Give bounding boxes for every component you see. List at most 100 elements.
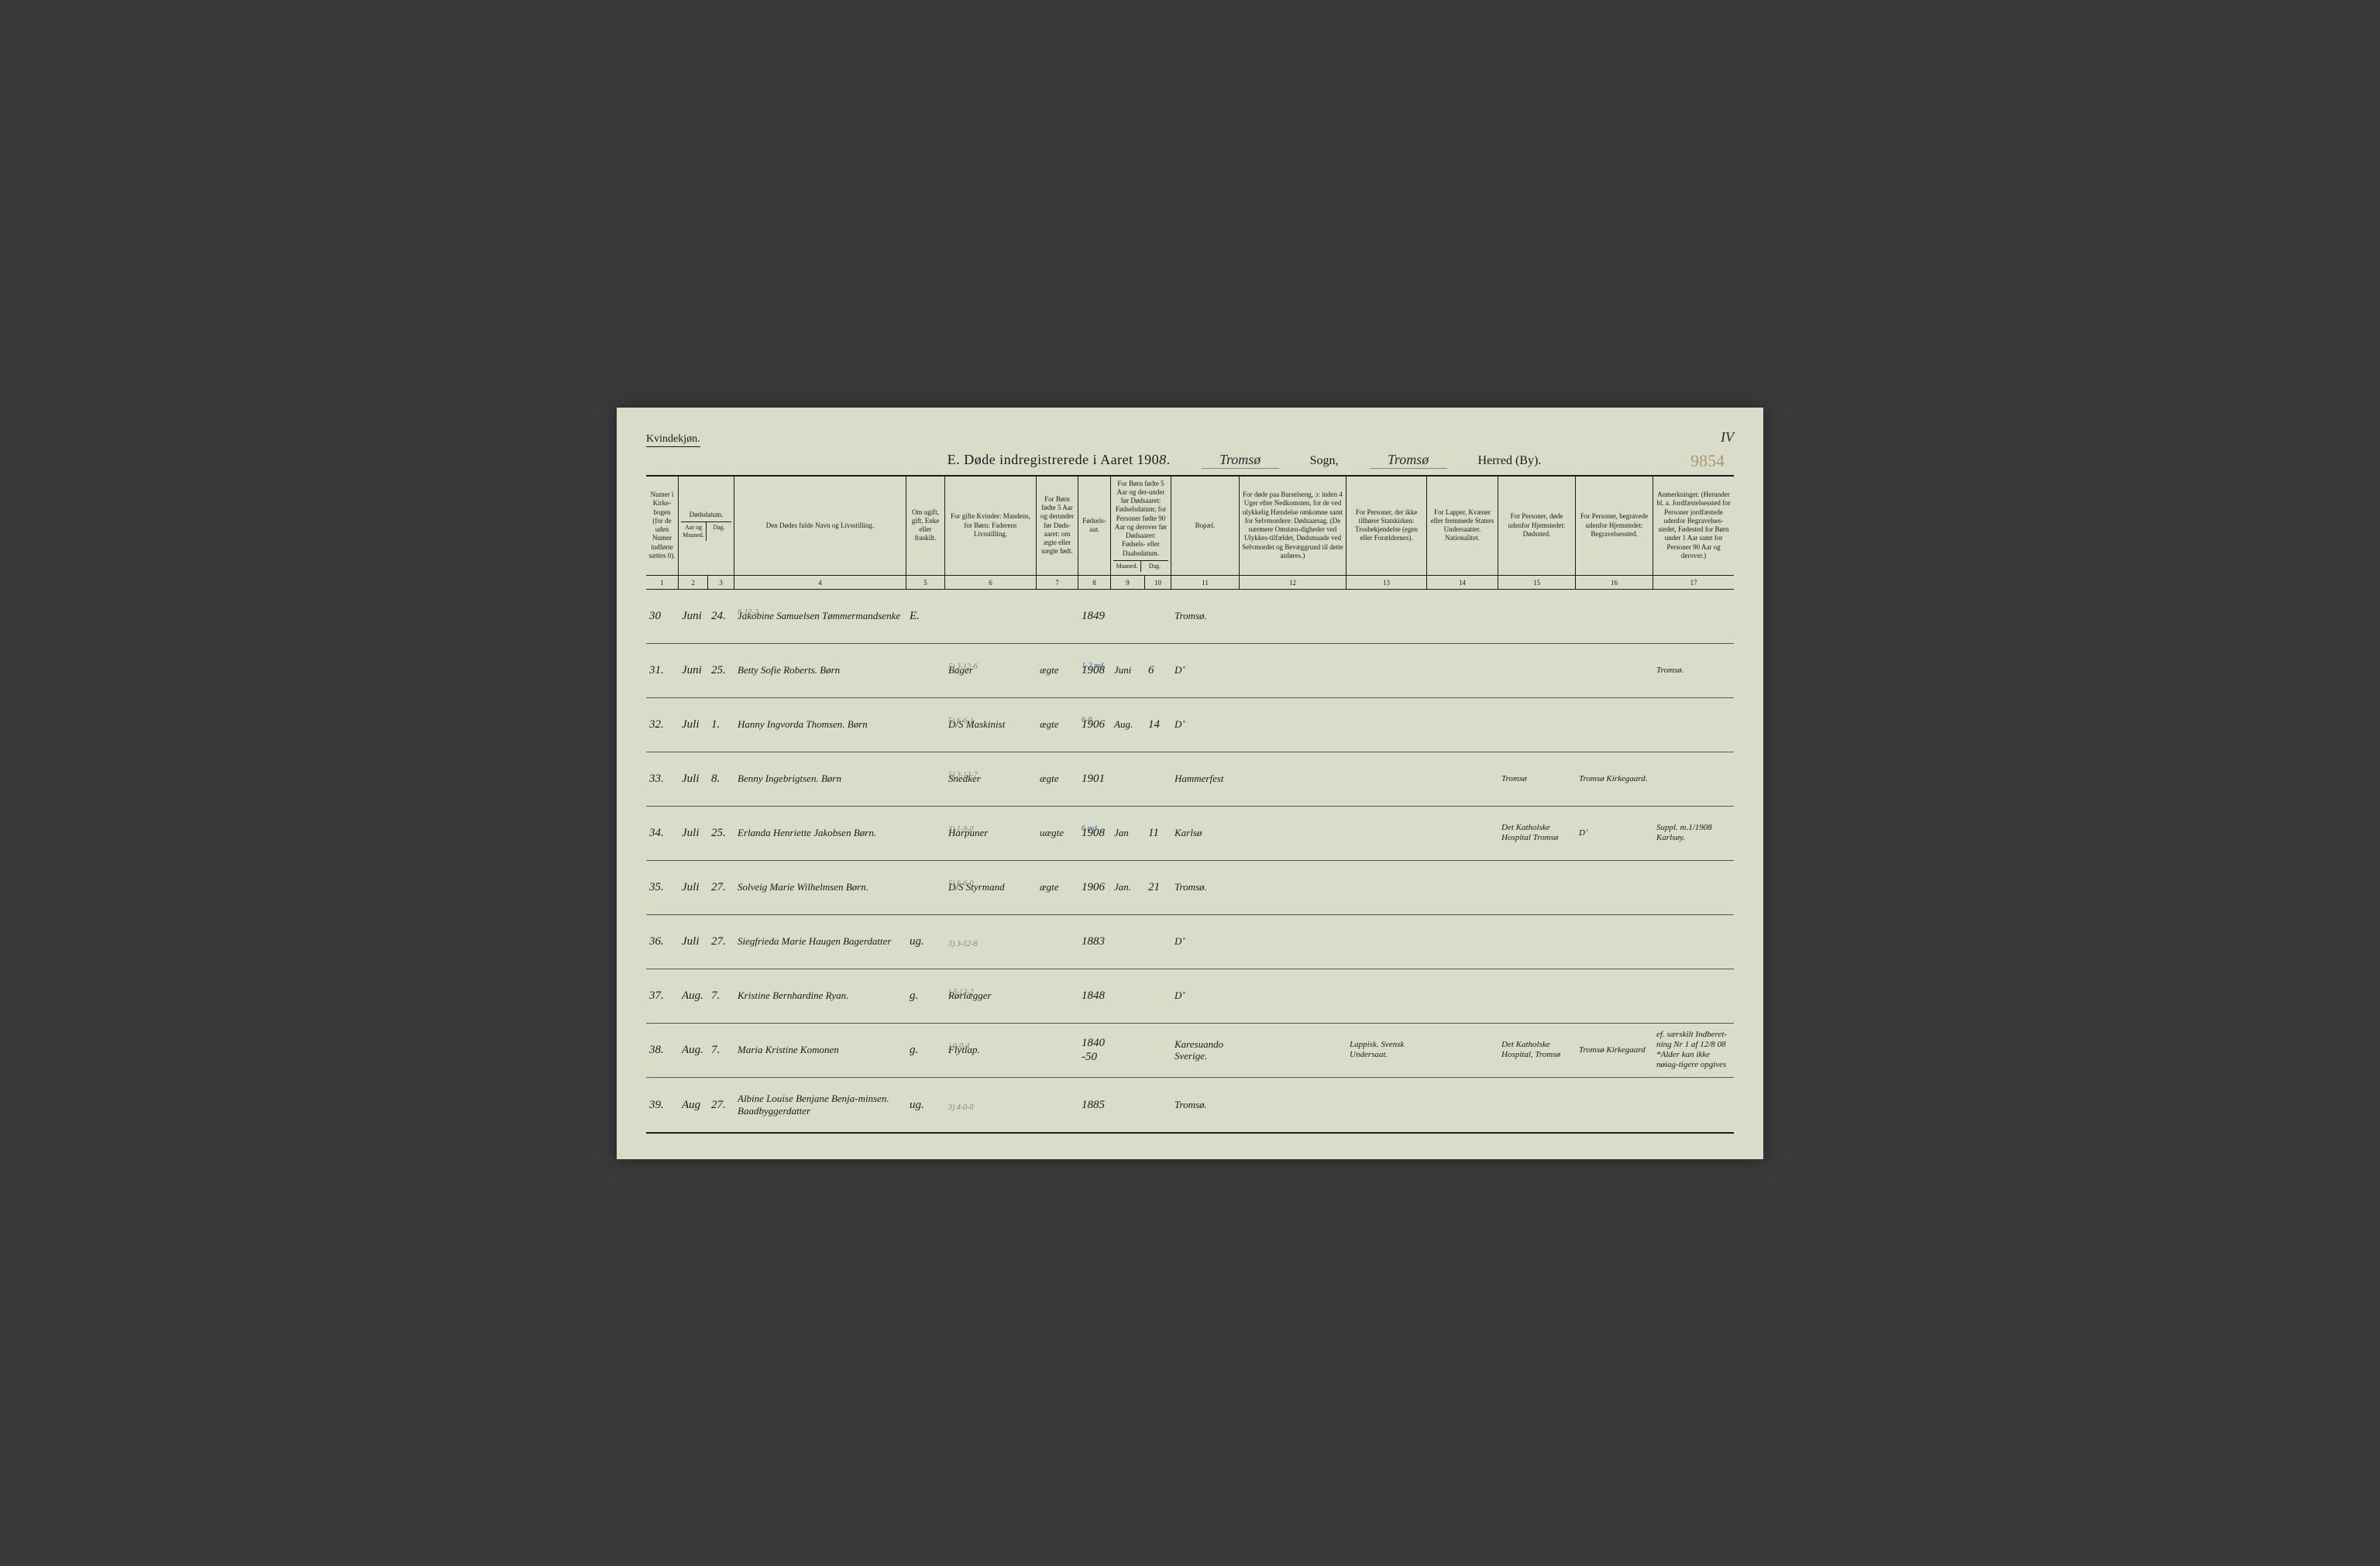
hcell-4: Den Dødes fulde Navn og Livsstilling. [734, 477, 906, 575]
cell-text: 39. [649, 1098, 676, 1112]
cell: ) 3-12-2Rørlægger [945, 986, 1037, 1005]
cell: Kristine Bernhardine Ryan. [734, 986, 906, 1005]
cell-text: 7. [711, 1043, 731, 1057]
cell-text: 33. [649, 772, 676, 786]
cell: ægte [1037, 878, 1078, 897]
cell-text: Juli [682, 826, 705, 840]
cell [1498, 884, 1576, 890]
cell [1576, 667, 1653, 673]
cell [1111, 1047, 1145, 1053]
cell-text: Aug. [682, 1043, 705, 1057]
cell: Betty Sofie Roberts. Børn [734, 661, 906, 680]
cell [1240, 1047, 1346, 1053]
hcell-7: For Børn fødte 5 Aar og derunder før Død… [1037, 477, 1078, 575]
cell: 3) 1-9-0Harpuner [945, 824, 1037, 842]
cell-text: D˚ [1579, 828, 1650, 838]
cell: ug. [906, 931, 945, 952]
cell [1498, 667, 1576, 673]
pencil-annotation: 6-0 [1082, 716, 1092, 725]
cell-text: Kristine Bernhardine Ryan. [738, 990, 903, 1002]
cell-text: 25. [711, 826, 731, 840]
cell-text: 8. [711, 772, 731, 786]
cell: 11 [1145, 823, 1171, 843]
hcell-10-sub: Dag. [1141, 561, 1168, 572]
hcell-9-sub: Maaned. [1113, 561, 1141, 572]
cell [1240, 776, 1346, 782]
cell [1576, 993, 1653, 999]
cell-text: 1885 [1082, 1098, 1108, 1112]
cell: 5) 6-6-0D/S Styrmand [945, 878, 1037, 897]
coln-5: 5 [906, 576, 945, 589]
table-row: 38.Aug.7.Maria Kristine Komoneng.) 0-0-4… [646, 1024, 1734, 1078]
coln-4: 4 [734, 576, 906, 589]
cell [1240, 993, 1346, 999]
cell: Juli [679, 823, 708, 843]
cell [1145, 613, 1171, 619]
cell: Det Katholske Hospital Tromsø [1498, 820, 1576, 846]
cell: Tromsø. [1653, 663, 1734, 679]
cell-text: Tromsø Kirkegaard [1579, 1045, 1650, 1055]
cell: Lappisk. Svensk Undersaat. [1346, 1037, 1427, 1063]
pencil-annotation: 3) 4-0-0 [948, 1103, 974, 1113]
cell [1346, 776, 1427, 782]
cell [1576, 721, 1653, 728]
table-row: 32.Juli1.Hanny Ingvorda Thomsen. Børn5) … [646, 698, 1734, 752]
table-row: 34. Juli 25. Erlanda Henriette Jakobsen Bør… [646, 807, 1734, 861]
cell-text: Erlanda Henriette Jakobsen Børn. [738, 827, 903, 839]
cell-text: Siegfrieda Marie Haugen Bagerdatter [738, 935, 903, 948]
cell [1427, 721, 1498, 728]
cell: 1. [708, 714, 734, 735]
cell-text: Tromsø Kirkegaard. [1579, 774, 1650, 784]
pencil-annotation: 6 md [1082, 824, 1097, 834]
cell-text: Hammerfest [1175, 773, 1236, 785]
cell-text: 38. [649, 1043, 676, 1057]
pencil-annotation: 5) 6-6-1 [948, 717, 974, 726]
cell: 1885 [1078, 1095, 1111, 1115]
cell [1240, 721, 1346, 728]
hcell-1: Numer i Kirke-bogen (for de uden Numer i… [646, 477, 679, 575]
cell [1111, 1102, 1145, 1108]
cell: Tromsø [1498, 771, 1576, 787]
gender-label: Kvindekjøn. [646, 433, 700, 447]
cell: D˚ [1171, 661, 1240, 680]
hcell-2-3-main: Dødsdatum. [681, 511, 731, 519]
cell [1576, 1102, 1653, 1108]
cell: 39. [646, 1095, 679, 1115]
cell: 5) 3-12-7Snedker [945, 769, 1037, 788]
cell: 27. [708, 931, 734, 952]
cell [1346, 993, 1427, 999]
cell: 32. [646, 714, 679, 735]
cell-text: Tromsø. [1175, 610, 1236, 622]
cell-text: Aug [682, 1098, 705, 1112]
hcell-5: Om ugift, gift, Enke eller fraskilt. [906, 477, 945, 575]
cell: 3) 4-0-0 [945, 1102, 1037, 1108]
cell: ) 0-0-4Flytlap. [945, 1041, 1037, 1059]
cell [1346, 667, 1427, 673]
cell: g. [906, 986, 945, 1006]
cell-text: Det Katholske Hospital Tromsø [1501, 823, 1573, 843]
pencil-annotation: 8-12-2 [738, 608, 758, 618]
cell-text: 14 [1148, 718, 1168, 731]
cell-text: 21 [1148, 880, 1168, 894]
cell: Siegfrieda Marie Haugen Bagerdatter [734, 932, 906, 951]
cell-text: ægte [1040, 881, 1075, 893]
cell-text: 35. [649, 880, 676, 894]
cell [1111, 613, 1145, 619]
cell: ægte [1037, 715, 1078, 734]
cell: Benny Ingebrigtsen. Børn [734, 769, 906, 788]
cell-text: 1. [711, 718, 731, 731]
cell: 24. [708, 606, 734, 626]
cell: ug. [906, 1095, 945, 1115]
coln-16: 16 [1576, 576, 1653, 589]
table-row: 35.Juli27.Solveig Marie Wilhelmsen Børn.… [646, 861, 1734, 915]
cell [1653, 776, 1734, 782]
hcell-9-10-sub: Maaned. Dag. [1113, 560, 1168, 572]
table-row: 31.Juni25.Betty Sofie Roberts. Børn5) 3-… [646, 644, 1734, 698]
cell-text: ug. [910, 934, 942, 948]
cell-text: Juli [682, 880, 705, 894]
cell-text: Betty Sofie Roberts. Børn [738, 664, 903, 676]
cell: 7. [708, 986, 734, 1006]
hcell-2-3: Dødsdatum. Aar og Maaned. Dag. [679, 477, 734, 575]
cell-text: 34. [649, 826, 676, 840]
cell: ægte [1037, 769, 1078, 788]
